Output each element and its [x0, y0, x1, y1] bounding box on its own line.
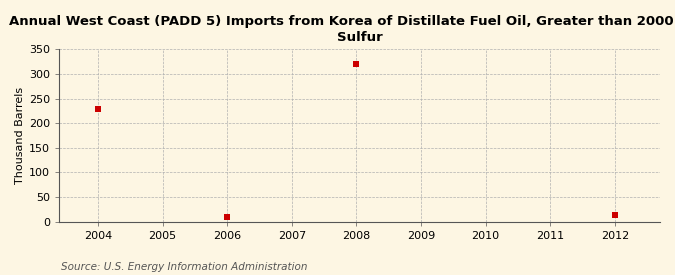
Y-axis label: Thousand Barrels: Thousand Barrels	[15, 87, 25, 184]
Title: Annual West Coast (PADD 5) Imports from Korea of Distillate Fuel Oil, Greater th: Annual West Coast (PADD 5) Imports from …	[9, 15, 675, 44]
Text: Source: U.S. Energy Information Administration: Source: U.S. Energy Information Administ…	[61, 262, 307, 272]
